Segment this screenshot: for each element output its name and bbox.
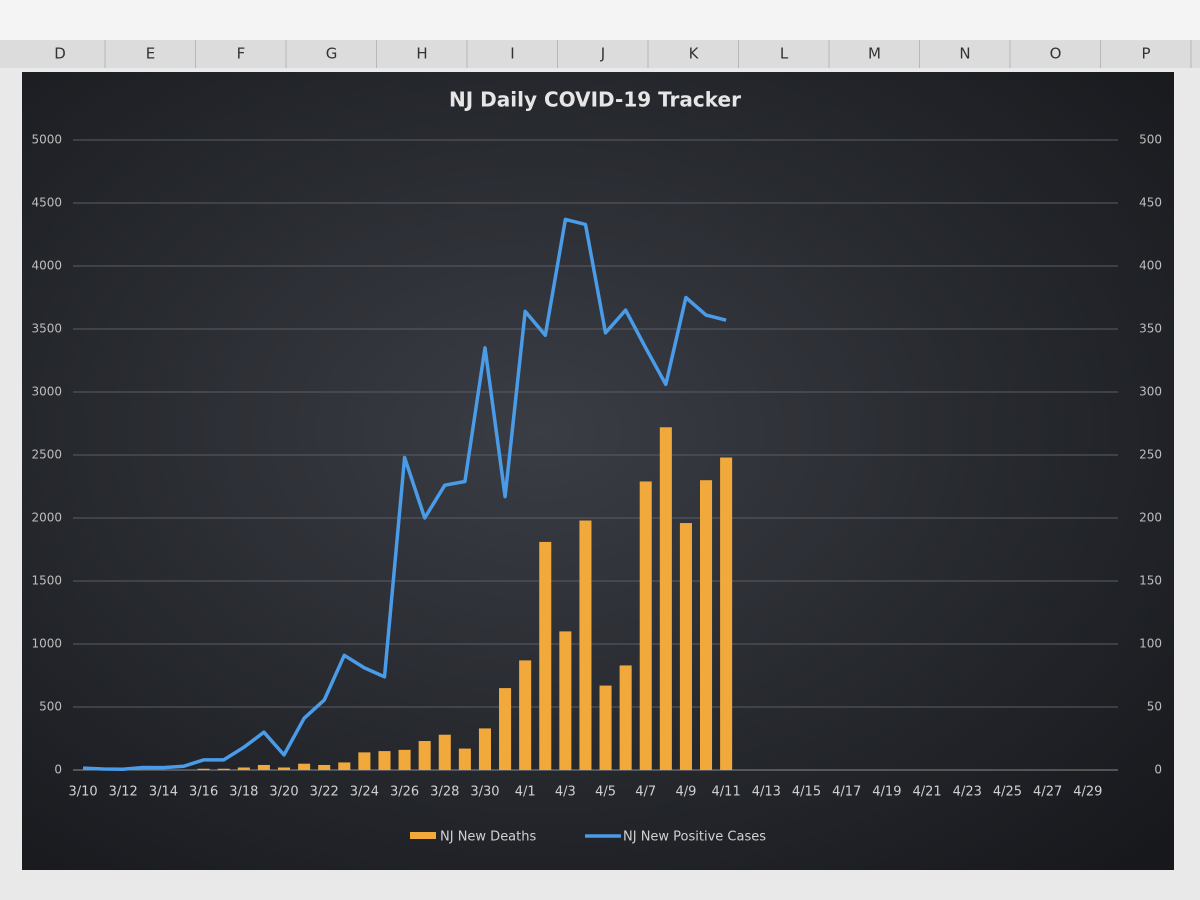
- column-header: N: [959, 45, 970, 63]
- bar: [519, 660, 532, 770]
- bar: [679, 523, 692, 770]
- y-tick-label: 4500: [31, 196, 62, 210]
- x-tick-label: 3/12: [109, 785, 138, 800]
- x-tick-label: 3/22: [310, 785, 339, 800]
- bar: [458, 748, 471, 770]
- x-tick-label: 3/30: [470, 785, 499, 800]
- column-header: H: [416, 45, 427, 63]
- x-tick-label: 4/23: [953, 785, 982, 800]
- y2-tick-label: 300: [1139, 385, 1162, 399]
- chart-title: NJ Daily COVID-19 Tracker: [449, 88, 741, 112]
- column-header: E: [146, 45, 155, 63]
- x-tick-label: 3/20: [269, 785, 298, 800]
- column-header: O: [1050, 45, 1062, 63]
- y-tick-label: 5000: [31, 133, 62, 147]
- column-header: G: [326, 45, 338, 63]
- x-tick-label: 3/10: [68, 785, 97, 800]
- y2-tick-label: 500: [1139, 133, 1162, 147]
- column-header-bar: [0, 40, 1200, 68]
- x-tick-label: 4/3: [555, 785, 576, 800]
- x-tick-label: 4/21: [912, 785, 941, 800]
- bar: [398, 749, 411, 770]
- column-header: F: [237, 45, 246, 63]
- x-tick-label: 3/26: [390, 785, 419, 800]
- bar: [438, 734, 451, 770]
- x-tick-label: 4/7: [635, 785, 656, 800]
- column-header: P: [1141, 45, 1150, 63]
- bar: [599, 685, 612, 770]
- legend-swatch: [410, 832, 436, 839]
- x-tick-label: 4/17: [832, 785, 861, 800]
- bar: [338, 762, 351, 770]
- bar: [418, 741, 431, 770]
- y2-tick-label: 200: [1139, 511, 1162, 525]
- x-tick-label: 4/25: [993, 785, 1022, 800]
- y2-tick-label: 0: [1154, 763, 1162, 777]
- bar: [378, 751, 391, 770]
- bar: [639, 481, 652, 770]
- y2-tick-label: 450: [1139, 196, 1162, 210]
- x-tick-label: 4/27: [1033, 785, 1062, 800]
- x-tick-label: 3/18: [229, 785, 258, 800]
- y-tick-label: 0: [54, 763, 62, 777]
- x-tick-label: 4/5: [595, 785, 616, 800]
- y-tick-label: 3000: [31, 385, 62, 399]
- y-tick-label: 500: [39, 700, 62, 714]
- x-tick-label: 4/13: [752, 785, 781, 800]
- bar: [720, 457, 733, 770]
- bar: [659, 427, 672, 770]
- column-header: I: [510, 45, 514, 63]
- x-tick-label: 4/19: [872, 785, 901, 800]
- y2-tick-label: 100: [1139, 637, 1162, 651]
- bar: [478, 728, 491, 770]
- column-header: J: [600, 45, 605, 63]
- chart-area: [22, 72, 1174, 870]
- bar: [358, 752, 371, 770]
- x-tick-label: 3/14: [149, 785, 178, 800]
- bar: [579, 520, 592, 770]
- x-tick-label: 3/16: [189, 785, 218, 800]
- bar: [539, 541, 552, 770]
- y-tick-label: 1000: [31, 637, 62, 651]
- column-header: D: [54, 45, 66, 63]
- x-tick-label: 4/9: [675, 785, 696, 800]
- y-tick-label: 1500: [31, 574, 62, 588]
- bar: [499, 688, 512, 770]
- y-tick-label: 3500: [31, 322, 62, 336]
- x-tick-label: 4/1: [515, 785, 536, 800]
- bar: [318, 764, 331, 770]
- y-tick-label: 2500: [31, 448, 62, 462]
- bar: [619, 665, 632, 770]
- x-tick-label: 3/24: [350, 785, 379, 800]
- bar: [237, 767, 250, 770]
- line: [82, 217, 727, 771]
- bar: [197, 768, 210, 770]
- x-tick-label: 4/29: [1073, 785, 1102, 800]
- x-tick-label: 3/28: [430, 785, 459, 800]
- bar: [217, 768, 230, 770]
- y2-tick-label: 350: [1139, 322, 1162, 336]
- y2-tick-label: 50: [1147, 700, 1162, 714]
- x-tick-label: 4/15: [792, 785, 821, 800]
- bar: [257, 764, 270, 770]
- column-header: M: [868, 45, 881, 63]
- y2-tick-label: 150: [1139, 574, 1162, 588]
- legend-label: NJ New Positive Cases: [623, 830, 766, 845]
- bar: [700, 480, 713, 770]
- bar: [277, 767, 291, 770]
- y2-tick-label: 250: [1139, 448, 1162, 462]
- y2-tick-label: 400: [1139, 259, 1162, 273]
- legend-label: NJ New Deaths: [440, 830, 536, 845]
- y-tick-label: 2000: [31, 511, 62, 525]
- bar: [298, 763, 311, 770]
- y-tick-label: 4000: [31, 259, 62, 273]
- column-header: K: [689, 45, 700, 63]
- column-header: L: [780, 45, 789, 63]
- x-tick-label: 4/11: [712, 785, 741, 800]
- bar: [559, 631, 572, 770]
- ribbon: [0, 0, 1200, 40]
